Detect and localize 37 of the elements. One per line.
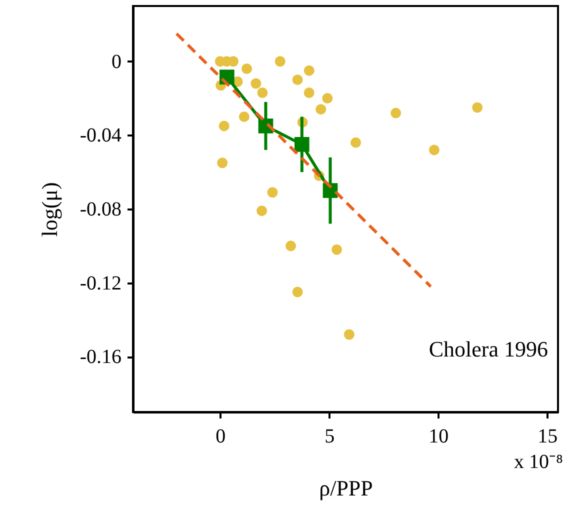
y-tick-label: -0.16: [80, 346, 122, 368]
x-tick-label: 10: [428, 426, 449, 448]
point: [228, 56, 238, 67]
annotation: Cholera 1996: [428, 336, 548, 362]
point: [390, 108, 402, 118]
point: [256, 206, 268, 216]
point: [294, 136, 310, 152]
y-tick-label: -0.04: [80, 124, 122, 147]
point: [274, 56, 286, 67]
point: [322, 93, 333, 104]
x-axis-title: ρ/PPP: [319, 476, 373, 500]
point: [267, 187, 278, 198]
y-tick-label: -0.08: [80, 198, 122, 220]
x-tick-label: 5: [324, 426, 335, 448]
y-tick-label: -0.12: [80, 272, 122, 294]
point: [344, 329, 354, 340]
point: [428, 144, 440, 156]
point: [242, 64, 252, 74]
point: [292, 74, 303, 86]
point: [238, 111, 250, 122]
point: [304, 65, 314, 76]
point: [332, 244, 342, 255]
point: [217, 158, 228, 168]
point: [472, 102, 483, 113]
text: x 10⁻⁸: [514, 451, 564, 473]
point: [257, 88, 268, 98]
point: [292, 286, 303, 298]
point: [250, 78, 262, 89]
x-tick-label: 0: [216, 426, 226, 448]
point: [304, 88, 314, 98]
point: [218, 120, 230, 132]
point: [350, 137, 361, 148]
x-tick-label: 15: [538, 426, 558, 448]
point: [316, 104, 326, 115]
y-axis-title: log(μ): [36, 182, 62, 237]
point: [286, 240, 296, 252]
y-tick-label: 0: [112, 50, 122, 73]
